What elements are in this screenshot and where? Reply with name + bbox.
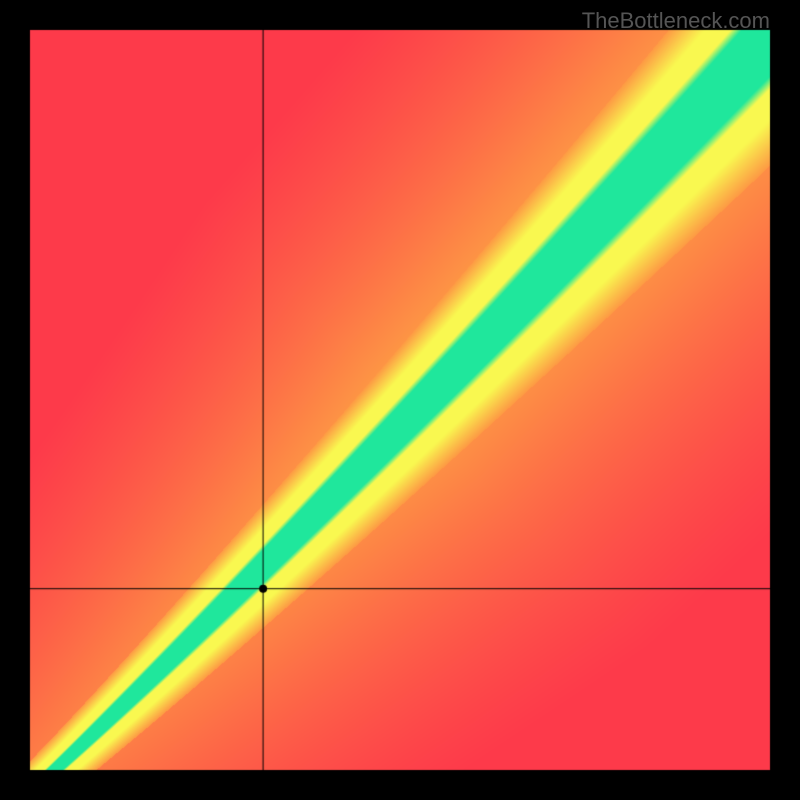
bottleneck-heatmap [0, 0, 800, 800]
watermark-text: TheBottleneck.com [582, 8, 770, 34]
chart-container: TheBottleneck.com [0, 0, 800, 800]
